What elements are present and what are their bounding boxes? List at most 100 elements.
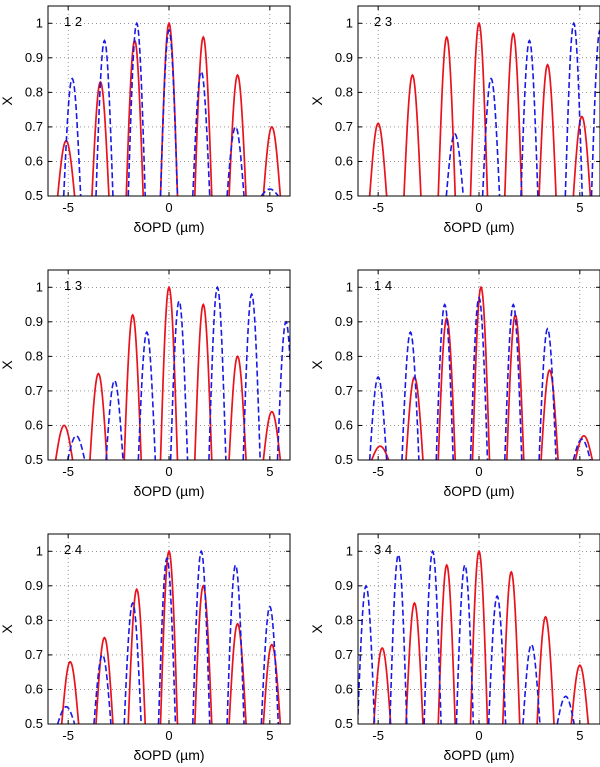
x-axis-label: δOPD (µm) [133, 747, 204, 763]
series-red [54, 285, 282, 460]
peak-red-2 [123, 313, 143, 460]
x-tick-label: 5 [266, 200, 273, 215]
y-tick-label: 1 [36, 279, 43, 294]
series-blue [358, 549, 575, 724]
x-tick-label: 5 [266, 464, 273, 479]
y-tick-label: 0.5 [25, 452, 43, 467]
peak-blue-0 [445, 132, 465, 196]
peak-red-3 [159, 285, 179, 460]
peak-blue-3 [469, 296, 489, 460]
peak-blue-5 [522, 643, 541, 724]
series-blue [368, 296, 592, 460]
series-red [372, 549, 590, 724]
peak-blue-0 [62, 77, 82, 196]
peak-blue-0 [368, 376, 388, 460]
peak-red-0 [372, 646, 392, 724]
peak-blue-6 [276, 320, 290, 460]
peak-red-6 [262, 643, 282, 724]
x-tick-label: 5 [576, 200, 583, 215]
peak-red-6 [262, 125, 282, 196]
peak-red-0 [368, 122, 388, 196]
y-tick-label: 0.8 [335, 612, 353, 627]
series-blue [56, 549, 280, 724]
peak-blue-2 [127, 21, 146, 196]
peak-blue-1 [389, 553, 408, 724]
peak-blue-3 [564, 21, 584, 196]
x-axis-label: δOPD (µm) [443, 747, 514, 763]
panel-2-3: -5 0 5 0.5 0.6 0.7 0.8 0.9 1 δOPD (µm) X 2 3 [309, 5, 600, 235]
peak-blue-0 [56, 705, 76, 724]
peak-blue-2 [435, 303, 454, 460]
y-tick-label: 0.6 [335, 681, 353, 696]
peak-red-1 [405, 375, 424, 460]
y-tick-label: 0.7 [25, 119, 43, 134]
peak-red-4 [503, 32, 523, 196]
plot-area [358, 549, 590, 724]
peak-red-4 [193, 303, 213, 460]
panel-2-4: -5 0 5 0.5 0.6 0.7 0.8 0.9 1 δOPD (µm) X 2 4 [0, 533, 291, 763]
x-tick-label: 0 [475, 728, 482, 743]
peak-red-3 [469, 21, 489, 196]
y-tick-label: 0.9 [25, 578, 43, 593]
plot-area [56, 549, 282, 724]
x-tick-label: 0 [475, 200, 482, 215]
peak-red-6 [570, 664, 590, 724]
peak-red-1 [403, 73, 422, 196]
y-axis-label: X [309, 624, 325, 634]
panel-1-4: -5 0 5 0.5 0.6 0.7 0.8 0.9 1 δOPD (µm) X 1 4 [309, 269, 600, 499]
y-tick-label: 0.8 [25, 84, 43, 99]
series-blue [445, 21, 600, 196]
peak-blue-1 [105, 379, 124, 460]
y-tick-label: 0.9 [25, 50, 43, 65]
y-tick-label: 0.9 [335, 314, 353, 329]
x-tick-label: 0 [165, 200, 172, 215]
peak-blue-4 [208, 285, 227, 460]
x-axis-label: δOPD (µm) [133, 219, 204, 235]
x-tick-label: 5 [266, 728, 273, 743]
y-tick-label: 0.9 [25, 314, 43, 329]
peak-red-5 [536, 615, 555, 724]
peak-red-2 [437, 35, 457, 196]
peak-red-1 [91, 80, 110, 196]
y-tick-label: 0.5 [335, 716, 353, 731]
peak-blue-5 [226, 563, 245, 724]
y-tick-label: 0.6 [25, 153, 43, 168]
peak-blue-1 [95, 39, 114, 196]
panel-label: 1 2 [64, 14, 82, 29]
y-tick-label: 0.8 [335, 348, 353, 363]
peak-blue-2 [137, 330, 157, 460]
series-blue [62, 21, 279, 196]
x-tick-label: 0 [165, 728, 172, 743]
peak-red-4 [193, 35, 213, 196]
y-tick-label: 0.7 [335, 647, 353, 662]
y-tick-label: 0.5 [335, 452, 353, 467]
y-axis-label: X [309, 96, 325, 106]
x-tick-label: -5 [372, 464, 384, 479]
peak-red-3 [469, 549, 489, 724]
panel-label: 2 3 [374, 14, 392, 29]
peak-red-0 [370, 445, 390, 460]
x-axis-label: δOPD (µm) [443, 219, 514, 235]
peak-red-3 [159, 549, 179, 724]
peak-red-4 [501, 570, 521, 724]
x-tick-label: 5 [576, 464, 583, 479]
x-tick-label: -5 [372, 200, 384, 215]
peak-blue-6 [260, 188, 279, 196]
series-red [60, 549, 282, 724]
peak-red-6 [262, 410, 282, 460]
peak-blue-4 [487, 594, 507, 724]
x-tick-label: 0 [165, 464, 172, 479]
peak-blue-1 [401, 330, 420, 460]
x-tick-label: -5 [62, 200, 74, 215]
peak-red-3 [471, 285, 491, 460]
y-tick-label: 1 [346, 543, 353, 558]
peak-red-4 [193, 584, 213, 724]
peak-red-2 [437, 316, 457, 460]
panel-label: 2 4 [64, 542, 82, 557]
peak-blue-3 [157, 556, 177, 724]
peak-blue-6 [260, 605, 280, 724]
peak-red-5 [538, 63, 557, 196]
peak-blue-1 [481, 77, 501, 196]
peak-blue-4 [192, 549, 211, 724]
series-blue [66, 285, 290, 460]
